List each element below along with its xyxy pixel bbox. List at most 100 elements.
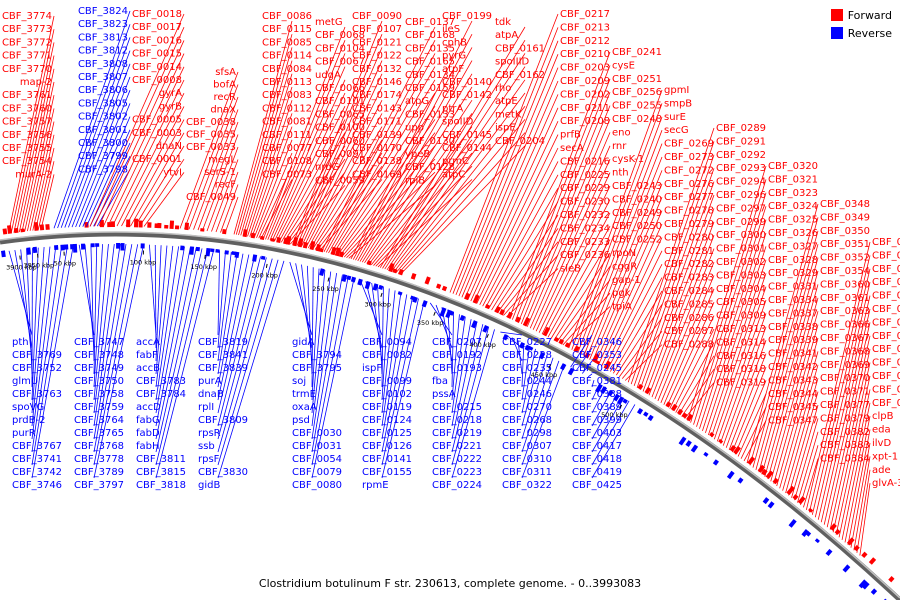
callout-line (21, 81, 55, 232)
callout-line (89, 13, 185, 227)
callout-line (202, 134, 239, 231)
callout-line (217, 258, 273, 453)
gene-label: nth (612, 168, 629, 179)
callout-line (31, 247, 39, 401)
gene-label: CBF_0310 (502, 454, 552, 465)
gene-label: CBF_0252 (612, 235, 662, 246)
gene-label: CBF_0233 (560, 237, 610, 248)
gene-label: CBF_0384 (820, 454, 870, 465)
reverse-gene-arrow (412, 296, 418, 303)
gene-label: CBF_0347 (768, 416, 818, 427)
scale-tick-label: 300 kbp (365, 300, 392, 308)
gene-label: CBF_0079 (292, 467, 342, 478)
gene-label: CBF_0361 (820, 293, 870, 304)
callout-line (244, 86, 293, 237)
gene-label: gidB (198, 480, 220, 491)
gene-label: CBF_0371 (820, 387, 870, 398)
callout-line (381, 286, 384, 388)
callout-line (352, 34, 473, 260)
callout-line (770, 311, 819, 482)
gene-label: CBF_0339 (768, 335, 818, 346)
callout-line (541, 199, 611, 335)
forward-gene-arrow (573, 345, 580, 353)
reverse-gene-arrow (712, 459, 719, 466)
callout-line (393, 105, 526, 273)
gene-label: CBF_3758 (74, 389, 124, 400)
callout-line (451, 314, 460, 401)
callout-line (112, 79, 185, 227)
gene-label: gpmI (664, 85, 689, 96)
callout-line (850, 442, 871, 548)
scale-tick-label: 250 kbp (312, 285, 339, 293)
callout-line (240, 60, 293, 236)
gene-label: rpmE (362, 480, 389, 491)
gene-label: CBF_3748 (74, 350, 124, 361)
callout-line (37, 161, 55, 231)
callout-line (576, 347, 593, 371)
callout-line (82, 116, 131, 227)
reverse-gene-arrow (767, 501, 775, 509)
callout-line (621, 330, 663, 379)
callout-line (696, 206, 767, 427)
gene-label: CBF_0207 (432, 337, 482, 348)
reverse-gene-arrow (726, 470, 735, 480)
reverse-gene-arrow (567, 367, 575, 376)
reverse-gene-arrow (448, 310, 455, 316)
gene-label: CBF_0293 (716, 163, 766, 174)
gene-label: CBF_0251 (612, 74, 662, 85)
callout-line (388, 79, 526, 271)
gene-label: CBF_0193 (432, 363, 482, 374)
gene-label: CBF_0219 (432, 428, 482, 439)
gene-label: CBF_0435 (872, 398, 900, 409)
gene-label: psd (292, 415, 310, 426)
gene-label: CBF_3815 (136, 467, 186, 478)
gene-label: CBF_0316 (716, 351, 766, 362)
callout-line (276, 106, 346, 242)
callout-line (31, 247, 45, 414)
gene-label: CBF_0077 (262, 143, 312, 154)
gene-label: CBF_3818 (136, 480, 186, 491)
reverse-gene-arrow (737, 477, 744, 484)
callout-line (511, 65, 611, 320)
callout-line (306, 265, 313, 375)
reverse-gene-arrow (471, 320, 478, 329)
callout-line (235, 34, 293, 235)
gene-label: CBF_0169 (352, 169, 402, 180)
callout-line (523, 118, 611, 326)
gene-label: CBF_3798 (78, 164, 128, 175)
gene-label: CBF_3801 (78, 125, 128, 136)
gene-label: CBF_0328 (768, 255, 818, 266)
gene-label: CBF_3813 (78, 32, 128, 43)
gene-label: CBF_0245 (572, 363, 622, 374)
gene-label: atpC (442, 169, 465, 180)
gene-label: CBF_0281 (664, 246, 714, 257)
callout-line (307, 113, 383, 249)
forward-gene-arrow (464, 292, 471, 301)
callout-line (773, 324, 819, 484)
gene-label: ytvI (163, 167, 182, 178)
callout-line (788, 391, 819, 496)
gene-label: CBF_0313 (716, 324, 766, 335)
gene-label: CBF_3807 (78, 72, 128, 83)
callout-line (684, 382, 715, 419)
callout-line (591, 386, 607, 414)
gene-label: CBF_0286 (664, 313, 714, 324)
forward-gene-arrow (761, 468, 768, 476)
gene-label: CBF_0139 (352, 130, 402, 141)
gene-label: CBF_0240 (612, 194, 662, 205)
callout-line (184, 84, 239, 229)
callout-line (294, 34, 383, 246)
callout-line (570, 334, 593, 368)
legend-forward-label: Forward (847, 8, 892, 22)
gene-label: CBF_0202 (560, 89, 610, 100)
gene-label: CBF_0222 (432, 454, 482, 465)
callout-line (782, 364, 819, 491)
callout-line (217, 254, 250, 401)
gene-label: fabD (136, 428, 160, 439)
callout-line (217, 253, 244, 388)
gene-label: CBF_0192 (432, 350, 482, 361)
gene-label: CBF_0014 (132, 62, 182, 73)
callout-line (31, 245, 68, 466)
gene-label: fba (432, 376, 448, 387)
callout-line (93, 244, 144, 479)
